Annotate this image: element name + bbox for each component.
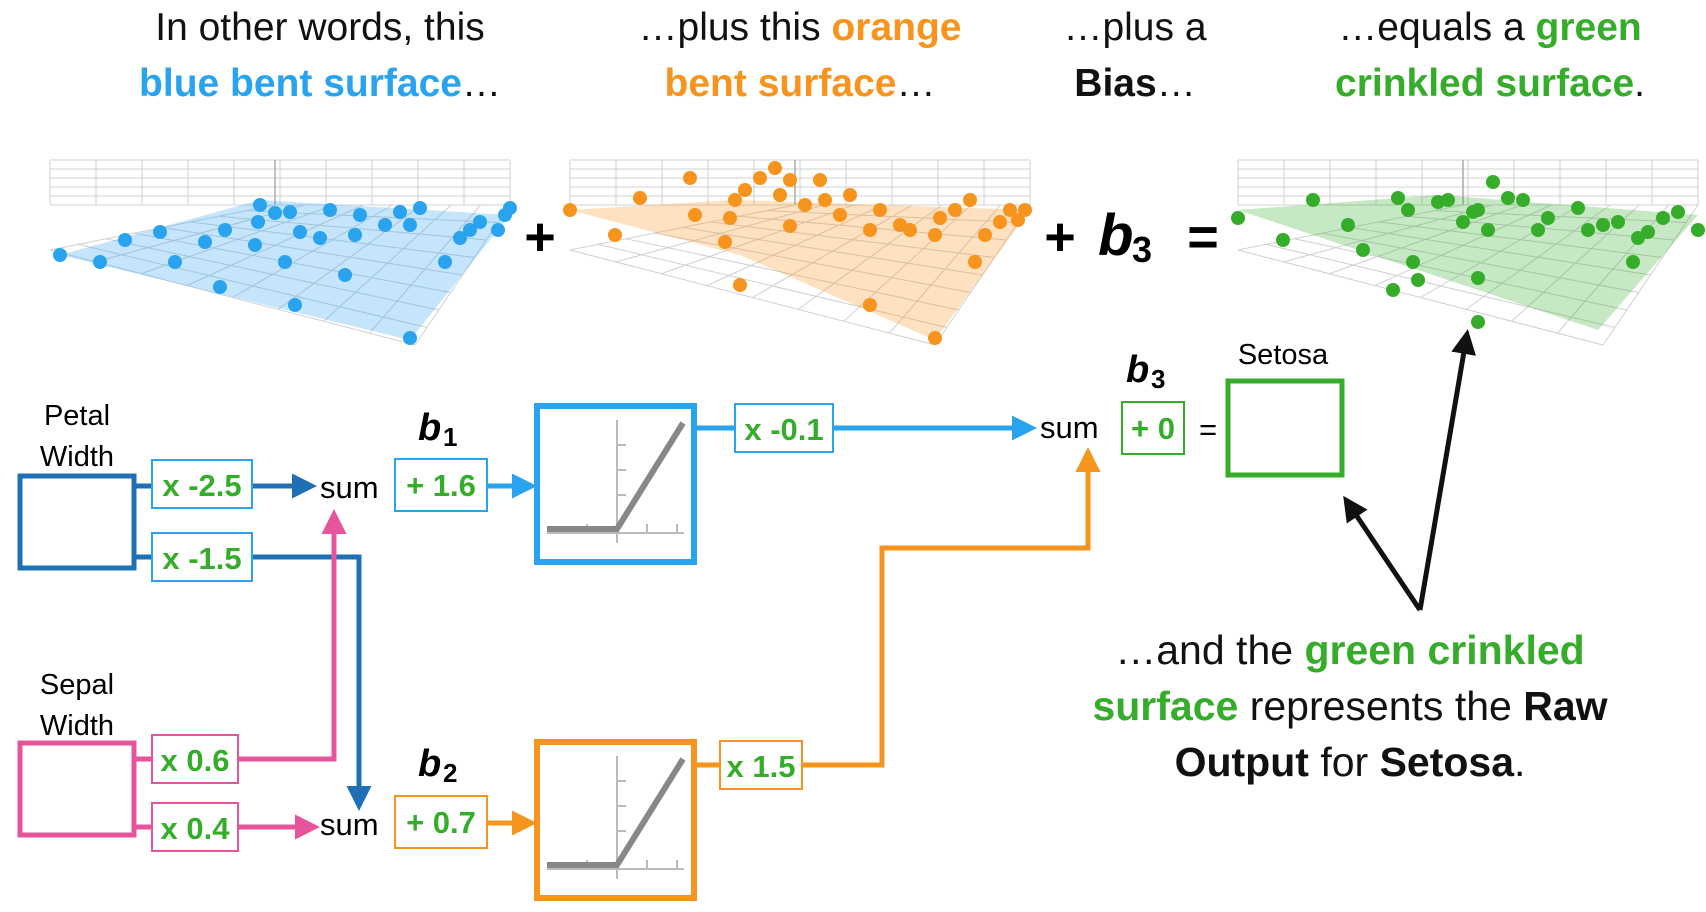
caption-green-surface: …equals a green crinkled surface. (1290, 0, 1690, 112)
output-box-setosa (1225, 378, 1345, 478)
weight-box-w2: x -1.5 (151, 532, 253, 582)
relu-activation-top (534, 403, 697, 565)
caption-orange-surface: …plus this orange bent surface… (600, 0, 1000, 112)
b3-label: b (1126, 349, 1149, 391)
sepal-width-label-2: Width (40, 710, 114, 742)
explanation-raw: Raw (1523, 683, 1608, 729)
b2-subscript: 2 (443, 758, 457, 788)
output-label-setosa: Setosa (1238, 339, 1329, 371)
caption-bias: …plus a Bias… (1040, 0, 1230, 112)
weight-box-w3: x 0.6 (151, 734, 239, 784)
bias-box-b1: + 1.6 (394, 458, 488, 512)
petal-width-label-2: Width (40, 441, 114, 473)
caption-bias-pre: …plus a (1063, 6, 1207, 49)
plus-sign-2: + (1044, 207, 1076, 267)
weight-w6-value: x 1.5 (727, 749, 796, 784)
pointer-arrow-to-output (1343, 495, 1423, 612)
bias-box-b2: + 0.7 (394, 795, 488, 849)
explanation-period: . (1514, 739, 1526, 785)
b3-subscript: 3 (1151, 364, 1165, 394)
petal-width-label-1: Petal (44, 400, 110, 432)
caption-green-highlight-2: crinkled surface (1335, 62, 1635, 105)
explanation-for: for (1320, 739, 1369, 785)
equation-b3-subscript: 3 (1132, 229, 1152, 270)
caption-orange-pre: …plus this (638, 6, 821, 49)
weight-w2-value: x -1.5 (162, 541, 241, 576)
explanation-highlight-2: surface (1092, 683, 1239, 729)
b1-value: + 1.6 (406, 468, 476, 503)
sepal-width-input-box (17, 740, 137, 838)
equals-sign-top: = (1187, 207, 1219, 267)
b2-label: b (418, 743, 441, 785)
orange-bent-surface (563, 159, 1032, 346)
caption-orange-post: … (896, 62, 936, 105)
caption-blue-highlight: blue bent surface (139, 62, 462, 105)
sum-label-output: sum (1040, 410, 1099, 445)
pointer-arrow-to-surface (1417, 329, 1476, 611)
caption-bias-post: … (1156, 62, 1196, 105)
weight-w5-value: x -0.1 (744, 412, 823, 447)
b2-value: + 0.7 (406, 805, 476, 840)
bias-box-b3: + 0 (1121, 401, 1185, 455)
explanation-mid: represents the (1249, 683, 1512, 729)
explanation-text: …and the green crinkled surface represen… (1040, 622, 1660, 790)
petal-width-input-box (17, 473, 137, 571)
explanation-setosa: Setosa (1379, 739, 1515, 785)
caption-green-post: . (1634, 62, 1645, 105)
weight-box-w4: x 0.4 (151, 802, 239, 852)
connection-bottom-out-b (802, 447, 1101, 768)
weight-w1-value: x -2.5 (162, 468, 241, 503)
b1-label: b (418, 407, 441, 449)
weight-w3-value: x 0.6 (161, 743, 230, 778)
weight-box-w5: x -0.1 (734, 403, 834, 453)
caption-green-highlight-1: green (1535, 6, 1642, 49)
explanation-highlight-1: green crinkled (1304, 627, 1585, 673)
explanation-pre: …and the (1115, 627, 1294, 673)
sum-label-top: sum (320, 470, 379, 505)
weight-box-w1: x -2.5 (151, 459, 253, 509)
equation-b3-letter: b (1098, 203, 1133, 268)
explanation-output: Output (1174, 739, 1309, 785)
weight-box-w6: x 1.5 (719, 740, 803, 790)
blue-bent-surface (49, 159, 517, 346)
green-crinkled-surface (1231, 159, 1705, 346)
connection-sepal-w3-b (238, 509, 347, 762)
caption-blue-post: … (461, 62, 501, 105)
sum-label-bottom: sum (320, 807, 379, 842)
caption-blue-surface: In other words, this blue bent surface… (100, 0, 540, 112)
caption-green-pre: …equals a (1338, 6, 1525, 49)
weight-w4-value: x 0.4 (161, 811, 231, 846)
connection-petal-w2-b (252, 554, 372, 811)
plus-sign-1: + (524, 207, 556, 267)
caption-orange-highlight-1: orange (831, 6, 962, 49)
output-equals-sign: = (1199, 412, 1217, 447)
b1-subscript: 1 (443, 422, 457, 452)
caption-blue-pre: In other words, this (155, 6, 485, 49)
sepal-width-label-1: Sepal (40, 669, 114, 701)
caption-bias-highlight: Bias (1074, 62, 1157, 105)
caption-orange-highlight-2: bent surface (664, 62, 897, 105)
relu-activation-bottom (534, 739, 697, 901)
b3-value: + 0 (1131, 411, 1175, 446)
